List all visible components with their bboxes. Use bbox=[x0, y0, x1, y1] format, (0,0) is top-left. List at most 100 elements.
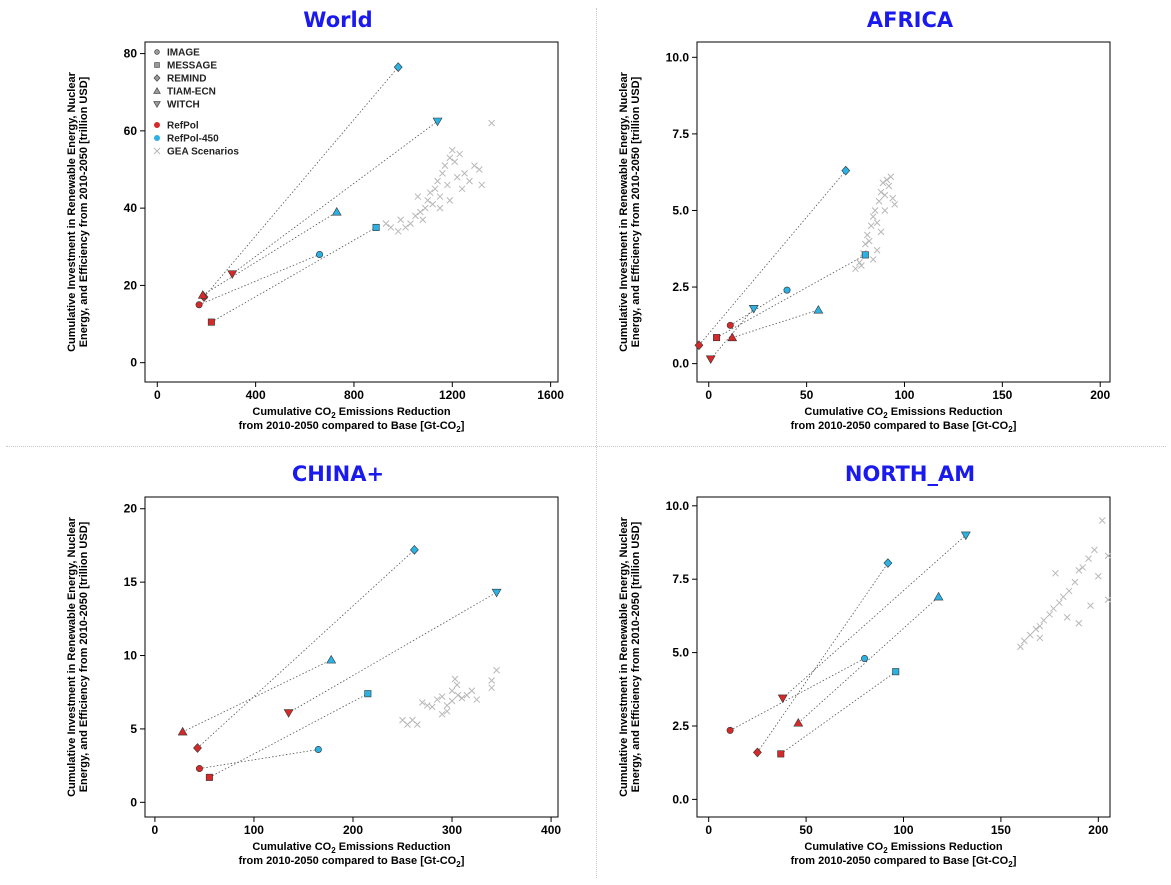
legend-label: TIAM-ECN bbox=[167, 87, 216, 98]
gea-point bbox=[1059, 593, 1067, 601]
point-refpol450-image bbox=[783, 286, 791, 294]
plot-frame bbox=[144, 496, 559, 818]
point-refpol-message bbox=[205, 773, 213, 781]
x-tick-label: 200 bbox=[343, 823, 363, 837]
y-tick-label: 80 bbox=[124, 47, 138, 61]
connector-line bbox=[182, 659, 332, 733]
gea-point bbox=[448, 146, 456, 154]
gea-point bbox=[858, 262, 865, 269]
gea-point bbox=[1075, 619, 1083, 627]
x-axis-label-line2: from 2010-2050 compared to Base [Gt-CO2] bbox=[239, 420, 465, 434]
gea-point bbox=[881, 207, 889, 214]
gea-point bbox=[421, 204, 429, 212]
y-tick-label: 5.0 bbox=[672, 203, 689, 217]
point-refpol-image bbox=[195, 301, 203, 309]
point-refpol-image bbox=[726, 726, 734, 734]
y-tick-label: 10 bbox=[124, 649, 138, 663]
gea-point bbox=[1071, 578, 1079, 586]
gea-point bbox=[436, 193, 444, 200]
point-refpol-witch bbox=[283, 709, 294, 718]
y-tick-label: 2.5 bbox=[672, 280, 689, 294]
legend-label: RefPol-450 bbox=[167, 134, 219, 145]
gea-point bbox=[451, 158, 459, 166]
legend-marker-tiam-ecn bbox=[153, 87, 161, 94]
gea-point bbox=[414, 193, 422, 200]
gea-point bbox=[407, 220, 414, 227]
gea-point bbox=[1046, 611, 1053, 618]
gea-point bbox=[488, 684, 495, 692]
gea-point bbox=[431, 185, 439, 193]
gea-point bbox=[397, 216, 405, 224]
x-axis-label-line2: from 2010-2050 compared to Base [Gt-CO2] bbox=[239, 855, 465, 869]
panel-divider-horizontal bbox=[6, 446, 1166, 447]
y-tick-label: 7.5 bbox=[672, 127, 689, 141]
panel-title-north-am: NORTH_AM bbox=[844, 462, 976, 486]
x-tick-label: 200 bbox=[1088, 823, 1108, 837]
connector-line bbox=[798, 596, 939, 724]
gea-point bbox=[402, 224, 409, 231]
x-tick-label: 300 bbox=[442, 823, 462, 837]
point-refpol450-tiam-ecn bbox=[326, 654, 337, 664]
legend-marker-remind bbox=[153, 74, 161, 82]
y-axis-label-line1: Cumulative Investment in Renewable Energ… bbox=[66, 71, 78, 351]
panel-title-world: World bbox=[303, 8, 373, 32]
gea-point bbox=[423, 702, 431, 709]
y-axis-label-line2: Energy, and Efficiency from 2010-2050 [t… bbox=[78, 76, 90, 347]
point-refpol450-witch bbox=[491, 588, 502, 598]
gea-point bbox=[1091, 546, 1098, 554]
y-tick-label: 2.5 bbox=[672, 719, 689, 733]
connector-line bbox=[209, 693, 369, 778]
y-axis-label-line1: Cumulative Investment in Renewable Energ… bbox=[618, 71, 630, 351]
point-refpol-message bbox=[777, 750, 785, 758]
y-tick-label: 5 bbox=[130, 722, 137, 736]
y-axis-label-line2: Energy, and Efficiency from 2010-2050 [t… bbox=[630, 521, 642, 792]
gea-point bbox=[885, 182, 893, 190]
point-refpol450-witch bbox=[960, 531, 971, 541]
point-refpol-witch bbox=[705, 355, 716, 365]
gea-point bbox=[1085, 555, 1092, 563]
connector-line bbox=[288, 592, 497, 714]
connector-line bbox=[782, 534, 967, 699]
point-refpol450-tiam-ecn bbox=[331, 207, 342, 216]
gea-point bbox=[412, 212, 419, 220]
gea-point bbox=[428, 703, 436, 711]
gea-point bbox=[1098, 517, 1106, 524]
gea-point bbox=[453, 173, 461, 181]
gea-point bbox=[1104, 596, 1112, 604]
gea-point bbox=[438, 710, 446, 718]
gea-point bbox=[1055, 599, 1063, 607]
x-tick-label: 100 bbox=[894, 388, 914, 402]
y-tick-label: 40 bbox=[124, 201, 138, 215]
gea-point bbox=[416, 208, 424, 216]
gea-point bbox=[433, 696, 441, 703]
y-tick-label: 10.0 bbox=[666, 50, 690, 64]
gea-point bbox=[441, 162, 449, 169]
gea-point bbox=[871, 207, 879, 214]
chart-panel-0: 0 400 800 1200 1600 0 20 40 60 80 Cumulative Inves… bbox=[66, 41, 564, 434]
connector-line bbox=[710, 308, 755, 360]
gea-point bbox=[1094, 572, 1102, 580]
gea-point bbox=[883, 176, 891, 184]
connector-line bbox=[780, 671, 896, 755]
gea-point bbox=[869, 213, 877, 220]
y-tick-label: 0 bbox=[130, 795, 137, 809]
gea-point bbox=[861, 240, 869, 248]
plot-frame bbox=[144, 41, 559, 383]
chart-panel-2: 0 100 200 300 400 0 5 10 15 20 Cumulative Investme… bbox=[66, 496, 561, 869]
x-tick-label: 50 bbox=[800, 388, 814, 402]
point-refpol450-message bbox=[892, 668, 900, 676]
connector-line bbox=[232, 120, 438, 275]
y-tick-label: 0.0 bbox=[672, 792, 689, 806]
y-axis-label-line1: Cumulative Investment in Renewable Energ… bbox=[66, 516, 78, 796]
gea-point bbox=[418, 699, 426, 706]
point-refpol450-message bbox=[364, 690, 372, 698]
gea-point bbox=[852, 265, 859, 273]
point-refpol450-message bbox=[372, 223, 380, 231]
y-axis-label-line2: Energy, and Efficiency from 2010-2050 [t… bbox=[78, 521, 90, 792]
point-refpol450-tiam-ecn bbox=[813, 305, 824, 314]
x-axis-label-line1: Cumulative CO2 Emissions Reduction bbox=[804, 406, 1003, 420]
gea-point bbox=[444, 181, 451, 189]
point-refpol-tiam-ecn bbox=[727, 332, 738, 342]
